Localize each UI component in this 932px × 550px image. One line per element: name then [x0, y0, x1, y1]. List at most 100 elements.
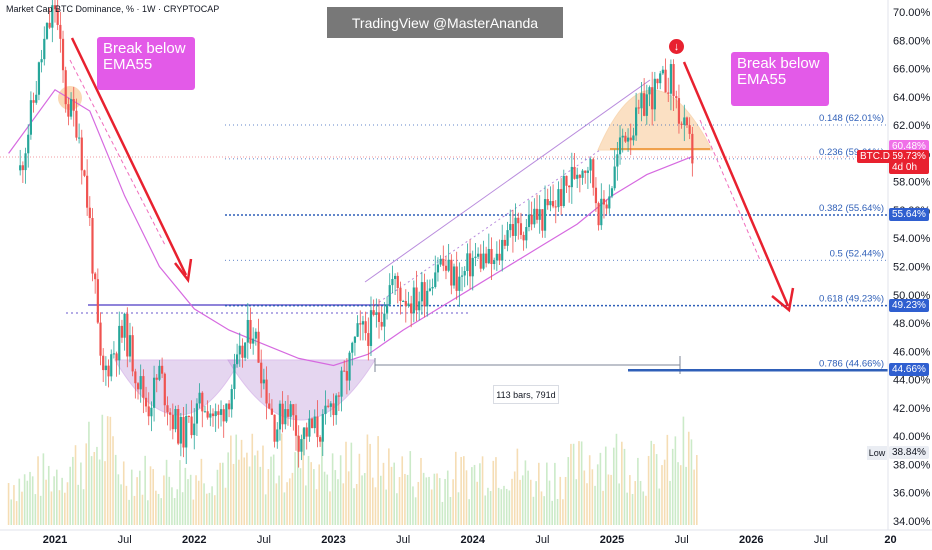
- volume-bar: [487, 487, 489, 525]
- candle-body: [123, 313, 126, 338]
- candle: [458, 262, 461, 307]
- volume-bar: [674, 436, 677, 525]
- volume-bar: [428, 476, 430, 525]
- candle-body: [268, 403, 271, 409]
- candle: [72, 86, 75, 127]
- candle: [361, 315, 365, 341]
- candle-body: [656, 78, 659, 84]
- candle-body: [72, 99, 75, 111]
- candle-body: [214, 411, 217, 417]
- volume-bar: [238, 459, 240, 525]
- down-arrow-icon[interactable]: ↓: [669, 39, 684, 54]
- candle-body: [53, 5, 57, 10]
- candle: [487, 233, 490, 265]
- volume-bar: [64, 492, 66, 525]
- candle: [284, 400, 287, 430]
- candle-body: [118, 325, 121, 361]
- volume-bar: [267, 469, 270, 525]
- volume-bar: [98, 459, 101, 525]
- candle-body: [402, 300, 405, 302]
- candle-body: [235, 354, 239, 365]
- candle: [329, 401, 332, 418]
- volume-bar: [286, 482, 288, 525]
- candle: [305, 422, 308, 450]
- candle-body: [337, 395, 340, 397]
- volume-bar: [310, 462, 312, 525]
- callout-break-below-ema55-left[interactable]: Break below EMA55: [97, 37, 195, 90]
- candle-body: [88, 207, 91, 219]
- candle: [19, 149, 22, 176]
- candle-body: [594, 187, 598, 204]
- candle-body: [613, 166, 616, 189]
- y-tick-label: 46.00%: [893, 346, 931, 358]
- candle: [418, 291, 421, 321]
- volume-bar: [307, 455, 310, 525]
- candle: [67, 97, 70, 126]
- candle: [669, 59, 673, 111]
- candle: [549, 186, 552, 212]
- volume-bar: [513, 471, 516, 525]
- candle-body: [131, 335, 134, 372]
- candle: [120, 319, 124, 343]
- candle: [447, 243, 450, 273]
- candle: [442, 245, 445, 272]
- candle-body: [356, 323, 359, 337]
- volume-bar: [492, 460, 495, 525]
- volume-bar: [280, 433, 283, 525]
- candle: [86, 159, 89, 216]
- candle: [624, 131, 627, 143]
- candle: [538, 195, 541, 234]
- volume-bar: [200, 458, 203, 525]
- candle-body: [460, 275, 464, 277]
- candle-body: [677, 98, 681, 124]
- candle: [562, 169, 565, 208]
- candle: [426, 279, 429, 317]
- volume-bar: [133, 495, 136, 525]
- candle: [393, 273, 397, 295]
- volume-bar: [661, 465, 663, 525]
- candle: [56, 0, 59, 31]
- volume-bar: [181, 492, 184, 525]
- volume-bar: [323, 471, 326, 525]
- candle: [608, 184, 611, 214]
- volume-bar: [334, 470, 337, 525]
- candle-body: [479, 253, 482, 269]
- x-axis[interactable]: 2021 Jul 2022 Jul 2023 Jul 2024 Jul 2025 Jul 2026 J…: [0, 529, 932, 546]
- arrow-right-shaft: [682, 61, 790, 307]
- candle: [586, 166, 589, 189]
- volume-bar: [465, 470, 468, 525]
- candle-body: [147, 406, 150, 417]
- volume-bar: [615, 433, 618, 525]
- volume-bar: [80, 462, 82, 525]
- candle: [289, 400, 292, 427]
- candle-body: [667, 92, 670, 94]
- x-tick-label: 2021: [43, 534, 67, 546]
- candle-body: [21, 165, 24, 171]
- candle: [444, 256, 448, 280]
- candle: [233, 353, 236, 400]
- volume-bar: [197, 480, 200, 525]
- candle: [313, 409, 316, 434]
- candle-body: [632, 135, 635, 141]
- candle-body: [142, 376, 145, 398]
- candle-body: [80, 137, 83, 171]
- volume-bar: [361, 475, 363, 525]
- candle-body: [233, 364, 236, 390]
- candle: [238, 332, 241, 367]
- candle: [292, 404, 295, 431]
- volume-bar: [540, 491, 543, 525]
- candle-body: [404, 300, 407, 306]
- candle: [610, 186, 614, 199]
- candle: [59, 11, 62, 53]
- candle-body: [144, 397, 148, 407]
- candle: [104, 356, 107, 386]
- candle: [581, 168, 584, 185]
- candle: [509, 209, 512, 238]
- volume-bar: [449, 496, 452, 525]
- candle-body: [589, 159, 592, 171]
- candle: [661, 65, 664, 76]
- callout-break-below-ema55-right[interactable]: Break below EMA55: [731, 52, 829, 106]
- candle-body: [359, 323, 362, 325]
- candle-body: [99, 322, 102, 356]
- candle: [43, 26, 46, 66]
